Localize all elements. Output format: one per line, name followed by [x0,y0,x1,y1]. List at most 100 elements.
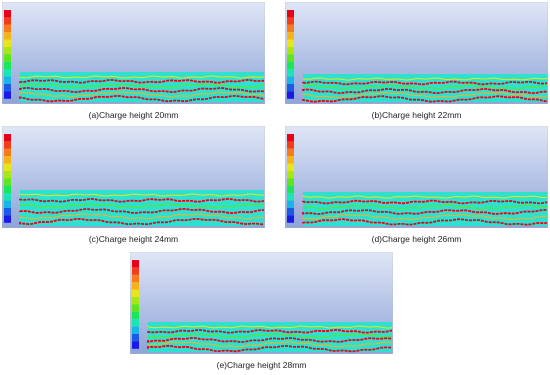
legend-swatch [4,10,11,18]
legend-swatch [4,39,11,47]
legend-swatch [132,267,139,275]
contour-stripe [19,94,265,103]
legend-swatch [4,185,11,194]
contour-stripe [147,341,393,348]
caption: (a)Charge height 20mm [88,110,179,120]
legend-swatch [287,54,294,62]
legend-swatch [287,39,294,47]
legend-swatch [4,171,11,179]
legend-swatch [287,69,294,77]
legend-swatch [4,47,11,55]
legend-swatch [287,156,294,164]
legend-swatch [287,10,294,18]
contour-stripe [302,77,548,81]
contour-stripe [19,207,265,215]
legend-swatch [4,215,11,223]
legend-swatch [287,84,294,92]
legend-swatch [287,141,294,149]
contour-stripe [147,333,392,338]
contour-stripe [19,193,265,197]
contour-panel [2,2,265,104]
legend-swatch [132,274,139,283]
legend-swatch [287,215,294,223]
legend-swatch [132,260,139,268]
contour-stripe [19,83,265,88]
contour-panel [2,126,265,228]
contour-stripe [19,86,265,94]
caption: (d)Charge height 26mm [371,234,462,244]
contour-panel [285,126,548,228]
contour-stripe [302,199,548,205]
legend-swatch [287,76,294,84]
legend-swatch [4,148,11,157]
legend-swatch [4,134,11,142]
contour-stripe [147,325,393,329]
legend-swatch [132,304,139,312]
contour-stripe [19,217,265,226]
contour-stripe [19,203,265,208]
legend-swatch [4,17,11,25]
contour-stripe [302,213,548,221]
legend-swatch [132,334,139,342]
legend-swatch [287,171,294,179]
contour-stripe [302,209,548,215]
legend-swatch [287,200,294,208]
legend-swatch [287,134,294,142]
legend-swatch [4,61,11,70]
legend-swatch [287,32,294,40]
contour-stripe [302,87,548,95]
legend-swatch [4,208,11,216]
contour-panel [285,2,548,104]
legend-swatch [287,91,294,99]
legend-swatch [4,141,11,149]
contour-stripe [302,195,548,199]
legend-swatch [287,24,294,33]
contour-stripe [19,91,265,98]
caption: (e)Charge height 28mm [216,360,307,370]
contour-stripe [302,84,548,90]
contour-stripe [302,80,548,86]
legend-swatch [4,193,11,201]
legend-swatch [287,61,294,70]
legend-swatch [132,341,139,349]
contour-stripe [147,344,392,353]
contour-stripe [302,204,548,210]
contour-stripe [302,95,548,103]
legend-swatch [4,178,11,186]
legend-swatch [287,193,294,201]
legend-swatch [287,178,294,186]
legend-swatch [4,69,11,77]
legend-swatch [132,326,139,334]
legend-swatch [132,282,139,290]
contour-panel [130,252,393,354]
legend-swatch [287,163,294,171]
contour-stripe [19,78,265,84]
contour-stripe [302,218,548,226]
legend-swatch [132,311,139,320]
legend-swatch [132,289,139,297]
legend-swatch [4,91,11,99]
legend-swatch [4,24,11,33]
legend-swatch [4,54,11,62]
legend-swatch [4,84,11,92]
contour-stripe [19,197,265,203]
legend-swatch [4,32,11,40]
legend-swatch [4,156,11,164]
legend-swatch [287,208,294,216]
caption: (c)Charge height 24mm [88,234,179,244]
legend-swatch [4,76,11,84]
legend-swatch [4,200,11,208]
legend-swatch [287,47,294,55]
legend-swatch [4,163,11,171]
contour-stripe [19,75,265,79]
legend-swatch [132,297,139,305]
caption: (b)Charge height 22mm [371,110,462,120]
legend-swatch [287,17,294,25]
contour-stripe [147,328,393,334]
legend-swatch [287,148,294,157]
legend-swatch [132,319,139,327]
contour-stripe [302,92,548,99]
contour-stripe [19,213,265,220]
contour-stripe [147,336,393,343]
